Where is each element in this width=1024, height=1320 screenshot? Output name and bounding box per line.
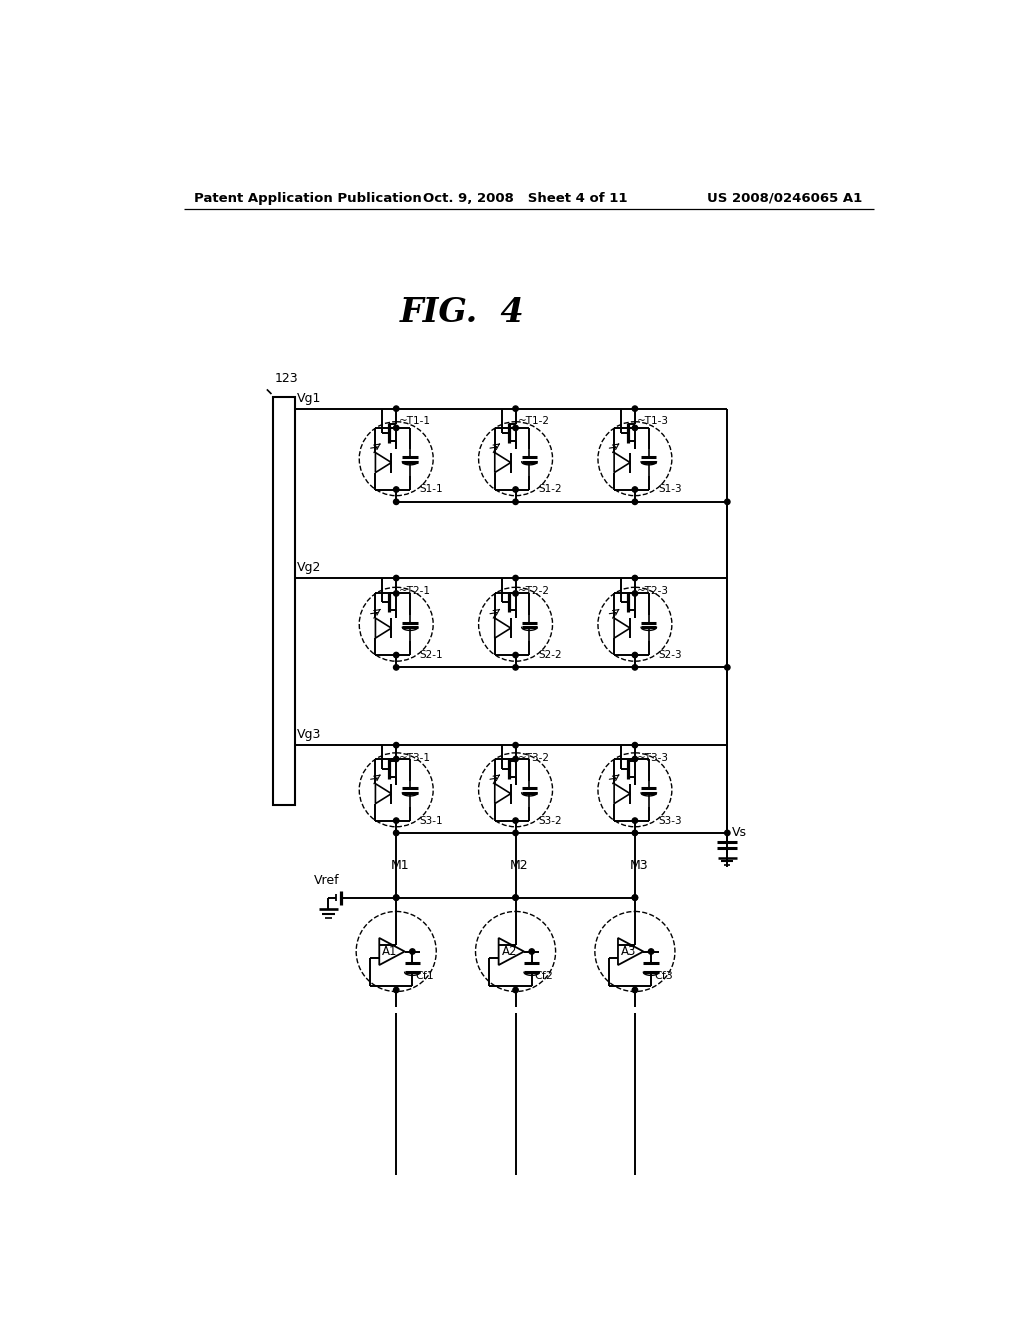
Circle shape: [393, 742, 399, 748]
Circle shape: [513, 987, 518, 993]
Circle shape: [632, 742, 638, 748]
Circle shape: [513, 576, 518, 581]
Text: Vg1: Vg1: [297, 392, 322, 405]
Text: S3-1: S3-1: [419, 816, 443, 825]
Circle shape: [513, 742, 518, 748]
Circle shape: [393, 756, 399, 762]
Bar: [273, 397, 295, 805]
Circle shape: [529, 949, 535, 954]
Text: S2-2: S2-2: [539, 649, 562, 660]
Circle shape: [393, 652, 399, 657]
Text: ~T1-2: ~T1-2: [518, 416, 550, 426]
Text: A2: A2: [502, 945, 517, 958]
Circle shape: [393, 665, 399, 671]
Circle shape: [632, 576, 638, 581]
Text: Vs: Vs: [732, 825, 746, 838]
Circle shape: [513, 818, 518, 824]
Circle shape: [725, 665, 730, 671]
Text: S1-1: S1-1: [419, 484, 443, 495]
Circle shape: [632, 665, 638, 671]
Text: M1: M1: [391, 859, 410, 873]
Circle shape: [513, 830, 518, 836]
Circle shape: [513, 487, 518, 492]
Circle shape: [410, 949, 415, 954]
Text: Cf2: Cf2: [535, 972, 554, 981]
Circle shape: [393, 487, 399, 492]
Circle shape: [632, 830, 638, 836]
Circle shape: [632, 756, 638, 762]
Circle shape: [632, 591, 638, 597]
Circle shape: [513, 407, 518, 412]
Text: M2: M2: [510, 859, 528, 873]
Circle shape: [632, 895, 638, 900]
Circle shape: [513, 756, 518, 762]
Circle shape: [632, 425, 638, 430]
Text: Patent Application Publication: Patent Application Publication: [194, 191, 422, 205]
Circle shape: [513, 652, 518, 657]
Circle shape: [393, 895, 399, 900]
Text: Cf3: Cf3: [654, 972, 673, 981]
Circle shape: [513, 425, 518, 430]
Text: S1-3: S1-3: [658, 484, 682, 495]
Circle shape: [725, 499, 730, 504]
Text: S3-2: S3-2: [539, 816, 562, 825]
Circle shape: [513, 591, 518, 597]
Circle shape: [393, 425, 399, 430]
Text: S3-3: S3-3: [658, 816, 682, 825]
Text: ~T2-3: ~T2-3: [637, 586, 670, 595]
Text: ~T3-2: ~T3-2: [518, 752, 550, 763]
Circle shape: [393, 830, 399, 836]
Text: S2-1: S2-1: [419, 649, 443, 660]
Text: A3: A3: [622, 945, 637, 958]
Circle shape: [393, 818, 399, 824]
Text: Cf1: Cf1: [416, 972, 434, 981]
Circle shape: [393, 591, 399, 597]
Text: M3: M3: [630, 859, 648, 873]
Circle shape: [725, 830, 730, 836]
Circle shape: [513, 895, 518, 900]
Circle shape: [513, 665, 518, 671]
Circle shape: [393, 407, 399, 412]
Text: Oct. 9, 2008   Sheet 4 of 11: Oct. 9, 2008 Sheet 4 of 11: [423, 191, 627, 205]
Text: ~T3-3: ~T3-3: [637, 752, 670, 763]
Circle shape: [393, 895, 399, 900]
Circle shape: [648, 949, 653, 954]
Text: ~T2-1: ~T2-1: [398, 586, 430, 595]
Text: ~T2-2: ~T2-2: [518, 586, 550, 595]
Circle shape: [632, 818, 638, 824]
Text: 123: 123: [274, 372, 298, 385]
Text: Vg2: Vg2: [297, 561, 322, 574]
Circle shape: [513, 895, 518, 900]
Circle shape: [632, 895, 638, 900]
Circle shape: [393, 987, 399, 993]
Text: S2-3: S2-3: [658, 649, 682, 660]
Text: Vref: Vref: [313, 874, 339, 887]
Text: ~T1-1: ~T1-1: [398, 416, 430, 426]
Circle shape: [393, 499, 399, 504]
Text: ~T1-3: ~T1-3: [637, 416, 670, 426]
Circle shape: [632, 407, 638, 412]
Circle shape: [632, 499, 638, 504]
Text: FIG.  4: FIG. 4: [399, 296, 524, 329]
Text: Vg3: Vg3: [297, 729, 322, 742]
Circle shape: [632, 987, 638, 993]
Circle shape: [513, 499, 518, 504]
Circle shape: [632, 487, 638, 492]
Text: US 2008/0246065 A1: US 2008/0246065 A1: [707, 191, 862, 205]
Text: S1-2: S1-2: [539, 484, 562, 495]
Circle shape: [393, 576, 399, 581]
Text: ~T3-1: ~T3-1: [398, 752, 430, 763]
Text: A1: A1: [382, 945, 397, 958]
Circle shape: [632, 652, 638, 657]
